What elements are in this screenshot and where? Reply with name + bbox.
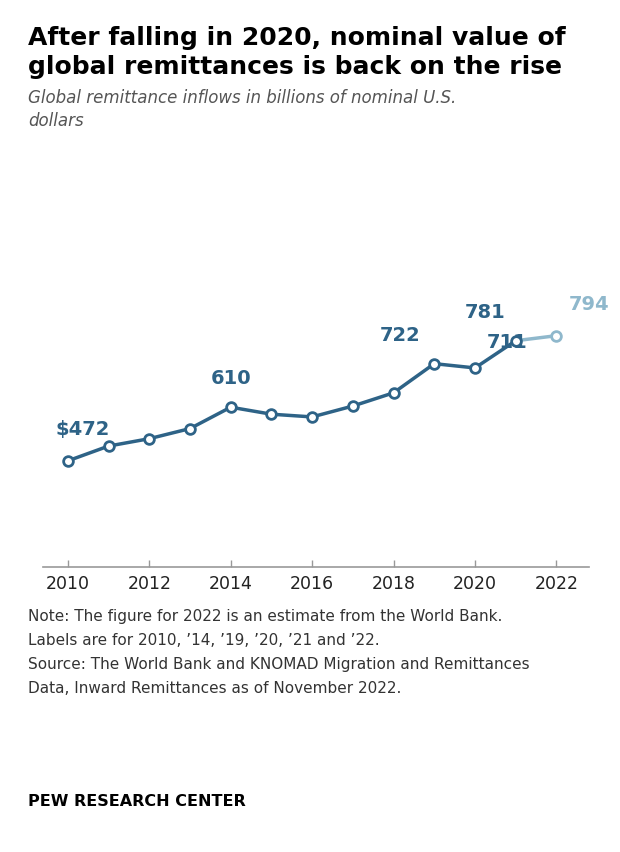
Text: 610: 610 xyxy=(210,369,251,388)
Text: global remittances is back on the rise: global remittances is back on the rise xyxy=(28,55,562,79)
Text: 711: 711 xyxy=(487,333,528,353)
Text: $472: $472 xyxy=(56,421,110,440)
Text: PEW RESEARCH CENTER: PEW RESEARCH CENTER xyxy=(28,794,246,809)
Text: 781: 781 xyxy=(465,303,505,322)
Text: Source: The World Bank and KNOMAD Migration and Remittances: Source: The World Bank and KNOMAD Migrat… xyxy=(28,657,529,672)
Text: 794: 794 xyxy=(569,296,609,314)
Text: 722: 722 xyxy=(379,326,420,345)
Text: Note: The figure for 2022 is an estimate from the World Bank.: Note: The figure for 2022 is an estimate… xyxy=(28,609,502,625)
Text: Labels are for 2010, ’14, ’19, ’20, ’21 and ’22.: Labels are for 2010, ’14, ’19, ’20, ’21 … xyxy=(28,633,379,648)
Text: Global remittance inflows in billions of nominal U.S.
dollars: Global remittance inflows in billions of… xyxy=(28,89,456,130)
Text: Data, Inward Remittances as of November 2022.: Data, Inward Remittances as of November … xyxy=(28,681,401,696)
Text: After falling in 2020, nominal value of: After falling in 2020, nominal value of xyxy=(28,26,565,49)
